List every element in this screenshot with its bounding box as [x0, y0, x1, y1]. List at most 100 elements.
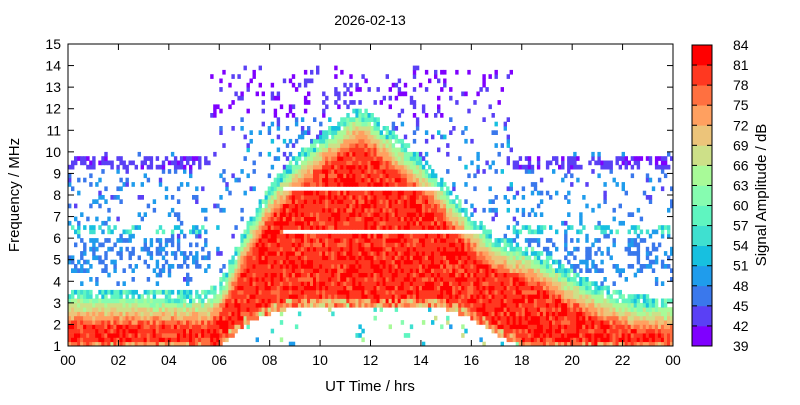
heatmap-cell — [337, 281, 341, 286]
heatmap-cell — [83, 337, 87, 343]
heatmap-cell — [207, 315, 211, 321]
heatmap-cell — [152, 337, 157, 343]
heatmap-cell — [446, 264, 450, 269]
heatmap-cell — [216, 315, 220, 321]
heatmap-cell — [412, 298, 417, 304]
heatmap-cell — [170, 229, 175, 235]
heatmap-cell — [349, 199, 353, 204]
heatmap-cell — [527, 294, 532, 299]
heatmap-cell — [122, 320, 126, 325]
heatmap-cell — [428, 307, 432, 312]
heatmap-cell — [482, 246, 486, 252]
heatmap-cell — [316, 160, 320, 166]
heatmap-cell — [173, 324, 178, 330]
heatmap-cell — [421, 220, 426, 226]
heatmap-cell — [264, 246, 268, 252]
heatmap-cell — [467, 285, 471, 291]
heatmap-cell — [400, 121, 405, 127]
heatmap-cell — [536, 289, 541, 295]
heatmap-cell — [319, 233, 323, 239]
heatmap-cell — [443, 220, 447, 226]
heatmap-cell — [394, 199, 399, 204]
heatmap-cell — [270, 298, 275, 304]
heatmap-cell — [279, 104, 284, 110]
heatmap-cell — [186, 333, 190, 338]
heatmap-cell — [131, 233, 135, 239]
heatmap-cell — [385, 203, 389, 209]
heatmap-cell — [285, 281, 290, 286]
heatmap-cell — [303, 238, 308, 243]
heatmap-cell — [412, 190, 417, 196]
heatmap-cell — [503, 259, 507, 265]
heatmap-cell — [412, 272, 417, 278]
heatmap-cell — [189, 289, 193, 295]
heatmap-cell — [382, 294, 386, 299]
heatmap-cell — [328, 255, 332, 261]
heatmap-cell — [128, 302, 132, 308]
heatmap-cell — [231, 255, 235, 261]
heatmap-cell — [307, 251, 311, 256]
heatmap-cell — [349, 147, 353, 153]
heatmap-cell — [406, 255, 411, 261]
heatmap-cell — [527, 337, 532, 343]
heatmap-cell — [195, 242, 199, 248]
heatmap-cell — [334, 177, 338, 183]
heatmap-cell — [500, 324, 504, 330]
heatmap-cell — [198, 229, 202, 235]
heatmap-cell — [267, 233, 272, 239]
heatmap-cell — [355, 251, 359, 256]
heatmap-cell — [101, 341, 105, 347]
heatmap-cell — [246, 225, 250, 230]
heatmap-cell — [370, 216, 374, 222]
heatmap-cell — [403, 255, 408, 261]
heatmap-cell — [358, 117, 362, 122]
heatmap-cell — [164, 259, 169, 265]
heatmap-cell — [527, 156, 532, 161]
heatmap-cell — [322, 169, 326, 174]
heatmap-cell — [310, 225, 314, 230]
heatmap-cell — [77, 268, 81, 273]
heatmap-cell — [267, 302, 272, 308]
heatmap-cell — [219, 320, 223, 325]
heatmap-cell — [255, 337, 259, 343]
heatmap-cell — [270, 182, 275, 187]
heatmap-cell — [282, 251, 287, 256]
heatmap-cell — [71, 311, 75, 317]
heatmap-cell — [340, 294, 344, 299]
heatmap-cell — [397, 182, 402, 187]
heatmap-cell — [146, 302, 151, 308]
heatmap-cell — [555, 190, 559, 196]
heatmap-cell — [440, 195, 444, 200]
heatmap-cell — [303, 259, 308, 265]
heatmap-cell — [319, 207, 323, 213]
heatmap-cell — [409, 156, 414, 161]
heatmap-cell — [122, 281, 126, 286]
heatmap-cell — [264, 298, 268, 304]
heatmap-cell — [455, 268, 459, 273]
heatmap-cell — [307, 212, 311, 217]
heatmap-cell — [316, 242, 320, 248]
heatmap-cell — [355, 177, 359, 183]
heatmap-cell — [545, 246, 550, 252]
heatmap-cell — [406, 233, 411, 239]
heatmap-cell — [279, 186, 284, 192]
heatmap-cell — [167, 315, 172, 321]
heatmap-cell — [561, 164, 565, 170]
heatmap-cell — [506, 337, 510, 343]
heatmap-cell — [319, 255, 323, 261]
heatmap-cell — [310, 294, 314, 299]
heatmap-cell — [391, 156, 396, 161]
heatmap-cell — [246, 143, 250, 148]
heatmap-cell — [346, 289, 350, 295]
heatmap-cell — [216, 298, 220, 304]
heatmap-cell — [137, 324, 141, 330]
heatmap-cell — [267, 238, 272, 243]
heatmap-cell — [346, 242, 350, 248]
heatmap-cell — [361, 169, 365, 174]
heatmap-cell — [440, 264, 444, 269]
heatmap-cell — [104, 151, 108, 157]
heatmap-cell — [391, 212, 396, 217]
heatmap-cell — [255, 242, 259, 248]
heatmap-cell — [388, 160, 392, 166]
heatmap-cell — [385, 251, 389, 256]
